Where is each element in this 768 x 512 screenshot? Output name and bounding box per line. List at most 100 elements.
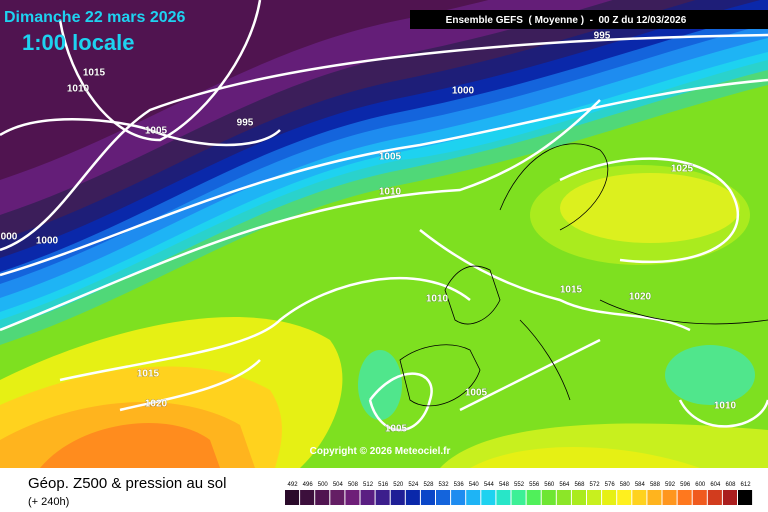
- colorbar-swatch: [375, 490, 390, 505]
- field-bands: [0, 0, 768, 345]
- colorbar-swatch: [285, 490, 300, 505]
- isobar-label: 1000: [36, 236, 59, 247]
- colorbar-swatch: [360, 490, 375, 505]
- colorbar-label: 576: [605, 482, 616, 488]
- colorbar-swatch: [466, 490, 481, 505]
- colorbar-swatch: [511, 490, 526, 505]
- colorbar-swatch: [330, 490, 345, 505]
- run-info: Ensemble GEFS ( Moyenne ) - 00 Z du 12/0…: [446, 15, 687, 26]
- isobar-label: 1020: [629, 292, 652, 303]
- colorbar-swatch: [632, 490, 647, 505]
- colorbar-swatch: [405, 490, 420, 505]
- colorbar-swatch: [587, 490, 602, 505]
- colorbar-label: 524: [408, 482, 419, 488]
- colorbar-label: 592: [665, 482, 676, 488]
- subtitle: 1:00 locale: [22, 30, 135, 55]
- colorbar-swatch: [420, 490, 435, 505]
- colorbar-label: 504: [333, 482, 344, 488]
- colorbar-swatch: [541, 490, 556, 505]
- colorbar-label: 520: [393, 482, 404, 488]
- colorbar-label: 532: [439, 482, 450, 488]
- colorbar-swatch: [617, 490, 632, 505]
- isobar-label: 1005: [465, 388, 488, 399]
- coastlines: [399, 143, 768, 407]
- isobar-label: 1015: [83, 68, 106, 79]
- footer-title: Géop. Z500 & pression au sol: [28, 475, 226, 492]
- colorbar-swatch: [315, 490, 330, 505]
- colorbar-swatch: [602, 490, 617, 505]
- isobar-label: 1010: [426, 294, 449, 305]
- isobar-label: 995: [594, 31, 611, 42]
- copyright: Copyright © 2026 Meteociel.fr: [310, 446, 451, 457]
- colorbar-swatch: [722, 490, 737, 505]
- colorbar-swatch: [677, 490, 692, 505]
- colorbar-swatch: [481, 490, 496, 505]
- colorbar-label: 612: [741, 482, 752, 488]
- field-band: [0, 60, 768, 345]
- colorbar-label: 572: [590, 482, 601, 488]
- colorbar-swatch: [662, 490, 677, 505]
- field-band: [358, 350, 402, 420]
- isobar-label: 000: [1, 232, 18, 243]
- colorbar-label: 600: [695, 482, 706, 488]
- colorbar-label: 604: [710, 482, 721, 488]
- colorbar-label: 564: [559, 482, 570, 488]
- colorbar-swatch: [300, 490, 315, 505]
- isobar-label: 1015: [137, 369, 160, 380]
- colorbar-label: 508: [348, 482, 359, 488]
- colorbar: 492 496 500 504 508 512 516 520 524 528 532 536 540 5…: [285, 482, 753, 505]
- colorbar-swatch: [556, 490, 571, 505]
- colorbar-swatch: [526, 490, 541, 505]
- isobar-label: 1025: [671, 164, 694, 175]
- field-band: [560, 173, 740, 243]
- colorbar-label: 500: [318, 482, 329, 488]
- isobar-label: 1020: [145, 399, 168, 410]
- colorbar-swatch: [647, 490, 662, 505]
- isobar-label: 1000: [452, 86, 475, 97]
- colorbar-swatch: [436, 490, 451, 505]
- colorbar-label: 560: [544, 482, 555, 488]
- colorbar-label: 552: [514, 482, 525, 488]
- colorbar-label: 492: [288, 482, 299, 488]
- colorbar-label: 528: [423, 482, 434, 488]
- colorbar-swatch: [451, 490, 466, 505]
- field-band: [40, 423, 220, 468]
- field-band: [665, 345, 755, 405]
- colorbar-label: 584: [635, 482, 646, 488]
- colorbar-swatch: [707, 490, 722, 505]
- colorbar-swatch: [571, 490, 586, 505]
- colorbar-label: 588: [650, 482, 661, 488]
- isobar-label: 1005: [385, 424, 408, 435]
- colorbar-swatch: [345, 490, 360, 505]
- colorbar-swatch: [390, 490, 405, 505]
- isobar-label: 1010: [714, 401, 737, 412]
- colorbar-label: 568: [574, 482, 585, 488]
- colorbar-label: 548: [499, 482, 510, 488]
- colorbar-label: 608: [725, 482, 736, 488]
- isobar-label: 1010: [67, 84, 90, 95]
- title: Dimanche 22 mars 2026: [4, 9, 186, 26]
- colorbar-swatch: [738, 490, 753, 505]
- run-box: [410, 10, 768, 29]
- isobar-label: 1005: [145, 126, 168, 137]
- isobars: [0, 0, 768, 432]
- isobar-label: 1005: [379, 152, 402, 163]
- colorbar-swatch: [692, 490, 707, 505]
- colorbar-label: 540: [469, 482, 480, 488]
- footer-lead: (+ 240h): [28, 496, 69, 508]
- isobar-label: 1015: [560, 285, 583, 296]
- colorbar-label: 516: [378, 482, 389, 488]
- colorbar-label: 536: [454, 482, 465, 488]
- colorbar-label: 496: [303, 482, 314, 488]
- isobar-label: 1010: [379, 187, 402, 198]
- isobar-label: 995: [237, 118, 254, 129]
- colorbar-label: 512: [363, 482, 374, 488]
- colorbar-label: 596: [680, 482, 691, 488]
- colorbar-label: 580: [620, 482, 631, 488]
- colorbar-label: 556: [529, 482, 540, 488]
- field-band: [0, 0, 768, 180]
- colorbar-swatch: [496, 490, 511, 505]
- colorbar-label: 544: [484, 482, 495, 488]
